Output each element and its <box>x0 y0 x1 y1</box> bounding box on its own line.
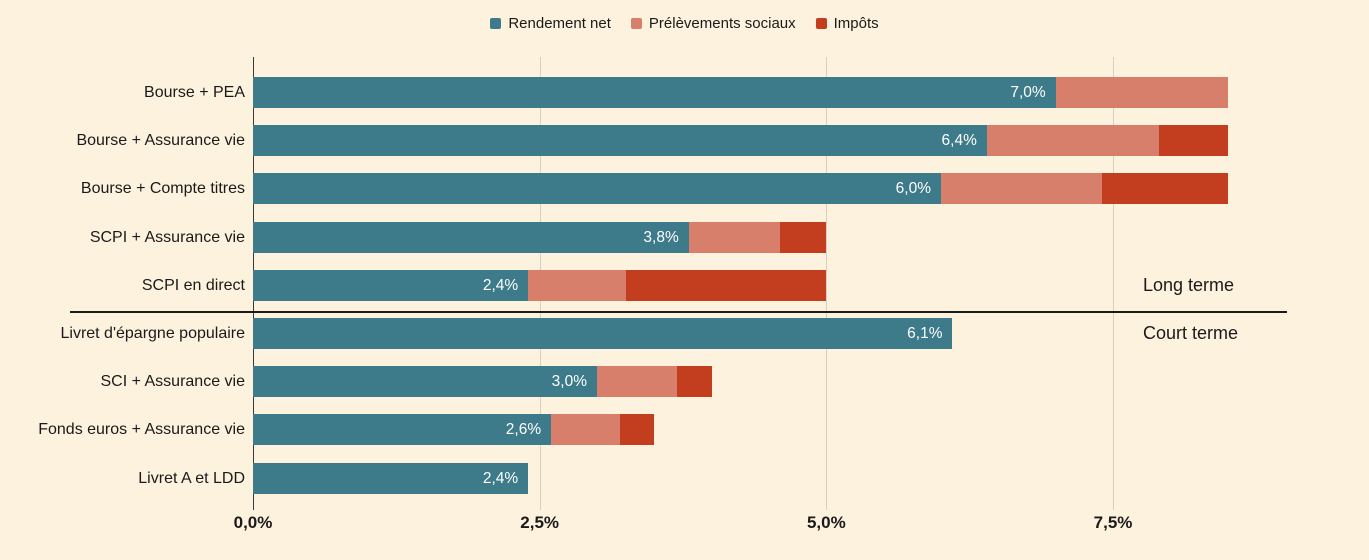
category-label: Fonds euros + Assurance vie <box>38 421 245 439</box>
bar-value-label: 7,0% <box>1010 84 1046 101</box>
bar-segment-rendement-net <box>253 414 552 446</box>
bar-value-label: 6,1% <box>907 325 943 342</box>
legend-swatch-salmon-icon <box>630 18 642 29</box>
bar-segment-impots <box>625 269 827 301</box>
bar-segment-prelevements-sociaux <box>941 173 1102 205</box>
x-tick-label: 0,0% <box>233 513 273 532</box>
bar-segment-rendement-net <box>253 173 942 205</box>
bar-segment-prelevements-sociaux <box>551 414 620 446</box>
legend-swatch-red-icon <box>815 18 827 29</box>
x-tick-label: 7,5% <box>1093 513 1133 532</box>
bar-segment-impots <box>780 221 827 253</box>
legend-label: Rendement net <box>508 15 611 32</box>
x-tick-label: 5,0% <box>806 513 846 532</box>
legend-label: Impôts <box>833 15 879 32</box>
category-label: Livret A et LDD <box>138 469 245 487</box>
bar-value-label: 3,8% <box>643 228 679 246</box>
bar-value-label: 6,0% <box>895 180 932 198</box>
bar-segment-prelevements-sociaux <box>1055 77 1228 108</box>
term-divider-line <box>70 311 1287 313</box>
legend-item-rendement-net: Rendement net <box>490 15 611 32</box>
category-label: Bourse + Compte titres <box>80 180 245 198</box>
gridline <box>1113 57 1115 510</box>
category-label: Bourse + PEA <box>144 84 245 101</box>
group-label-court-terme: Court terme <box>1143 323 1239 343</box>
bar-segment-impots <box>1158 125 1228 157</box>
category-label: Bourse + Assurance vie <box>76 132 245 150</box>
category-label: Livret d'épargne populaire <box>60 325 245 342</box>
bar-segment-impots <box>619 414 655 446</box>
bar-segment-rendement-net <box>253 221 689 253</box>
legend-swatch-teal-icon <box>490 18 502 29</box>
bar-value-label: 3,0% <box>551 373 587 391</box>
bar-segment-prelevements-sociaux <box>528 269 626 301</box>
bar-segment-prelevements-sociaux <box>986 125 1159 157</box>
group-label-long-terme: Long terme <box>1143 274 1235 295</box>
legend-item-prelevements-sociaux: Prélèvements sociaux <box>630 15 796 32</box>
category-label: SCPI + Assurance vie <box>89 228 245 246</box>
gridline <box>826 57 828 510</box>
legend-label: Prélèvements sociaux <box>648 15 796 32</box>
legend-item-impots: Impôts <box>815 15 879 32</box>
bar-segment-impots <box>677 366 712 398</box>
x-tick-label: 2,5% <box>520 513 560 532</box>
bar-segment-rendement-net <box>253 318 953 349</box>
category-label: SCPI en direct <box>141 276 245 294</box>
chart-legend: Rendement net Prélèvements sociaux Impôt… <box>0 15 1369 32</box>
category-label: SCI + Assurance vie <box>100 373 245 391</box>
bar-segment-prelevements-sociaux <box>688 221 781 253</box>
bar-value-label: 2,6% <box>505 421 542 439</box>
bar-segment-rendement-net <box>253 125 987 157</box>
bar-segment-rendement-net <box>253 462 529 494</box>
bar-segment-prelevements-sociaux <box>597 366 678 398</box>
bar-value-label: 2,4% <box>482 276 519 294</box>
bar-segment-rendement-net <box>253 77 1056 108</box>
bar-segment-rendement-net <box>253 366 597 398</box>
bar-segment-impots <box>1101 173 1228 205</box>
bar-segment-rendement-net <box>253 269 529 301</box>
bar-value-label: 2,4% <box>482 469 519 487</box>
bar-value-label: 6,4% <box>941 132 977 150</box>
